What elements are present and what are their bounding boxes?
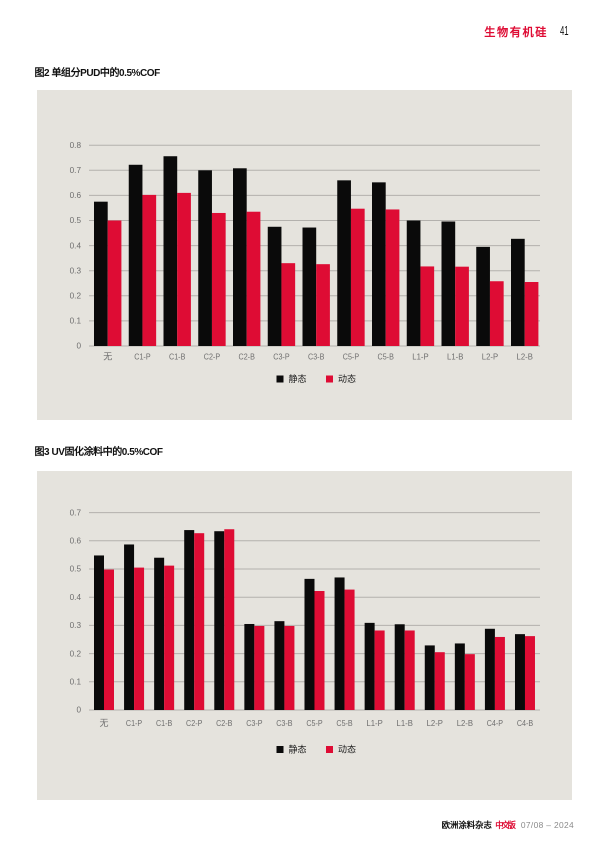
svg-text:C3-P: C3-P — [246, 718, 263, 728]
svg-text:0: 0 — [76, 342, 81, 351]
svg-text:0.4: 0.4 — [70, 241, 82, 250]
svg-text:C2-P: C2-P — [186, 718, 203, 728]
svg-text:0.6: 0.6 — [70, 191, 82, 200]
svg-text:C1-P: C1-P — [134, 351, 151, 361]
svg-text:L1-B: L1-B — [447, 351, 464, 361]
svg-text:无: 无 — [99, 718, 108, 728]
svg-text:静态: 静态 — [289, 373, 307, 384]
svg-text:0.8: 0.8 — [70, 141, 82, 150]
svg-text:C4-B: C4-B — [517, 718, 534, 728]
svg-text:L1-B: L1-B — [397, 718, 414, 728]
svg-text:动态: 动态 — [338, 744, 356, 755]
svg-text:0.3: 0.3 — [70, 266, 82, 275]
svg-text:动态: 动态 — [338, 373, 356, 384]
svg-text:C2-P: C2-P — [204, 351, 221, 361]
svg-text:C3-P: C3-P — [273, 351, 290, 361]
svg-text:L2-P: L2-P — [482, 351, 499, 361]
svg-text:C3-B: C3-B — [308, 351, 325, 361]
svg-text:C1-B: C1-B — [156, 718, 173, 728]
svg-text:0.5: 0.5 — [70, 216, 82, 225]
svg-text:C1-B: C1-B — [169, 351, 186, 361]
svg-text:0.7: 0.7 — [70, 166, 82, 175]
svg-text:C2-B: C2-B — [239, 351, 256, 361]
svg-text:L2-P: L2-P — [427, 718, 444, 728]
svg-text:0.3: 0.3 — [70, 621, 82, 630]
svg-text:C5-P: C5-P — [343, 351, 360, 361]
svg-text:0.6: 0.6 — [70, 537, 82, 546]
svg-text:0.5: 0.5 — [70, 565, 82, 574]
svg-text:C5-P: C5-P — [306, 718, 323, 728]
svg-text:无: 无 — [103, 351, 112, 361]
svg-text:L1-P: L1-P — [412, 351, 429, 361]
svg-text:静态: 静态 — [289, 744, 307, 755]
svg-text:C3-B: C3-B — [276, 718, 293, 728]
svg-text:C4-P: C4-P — [487, 718, 504, 728]
svg-text:0.7: 0.7 — [70, 508, 82, 517]
svg-text:0.2: 0.2 — [70, 649, 82, 658]
svg-text:L1-P: L1-P — [366, 718, 383, 728]
svg-text:L2-B: L2-B — [457, 718, 474, 728]
svg-text:C5-B: C5-B — [378, 351, 395, 361]
svg-text:0.2: 0.2 — [70, 292, 82, 301]
svg-text:0: 0 — [76, 706, 81, 715]
svg-text:0.1: 0.1 — [70, 317, 82, 326]
svg-text:0.1: 0.1 — [70, 678, 82, 687]
svg-text:C2-B: C2-B — [216, 718, 233, 728]
svg-text:0.4: 0.4 — [70, 593, 82, 602]
svg-text:C1-P: C1-P — [126, 718, 143, 728]
svg-text:L2-B: L2-B — [517, 351, 534, 361]
svg-text:C5-B: C5-B — [336, 718, 353, 728]
